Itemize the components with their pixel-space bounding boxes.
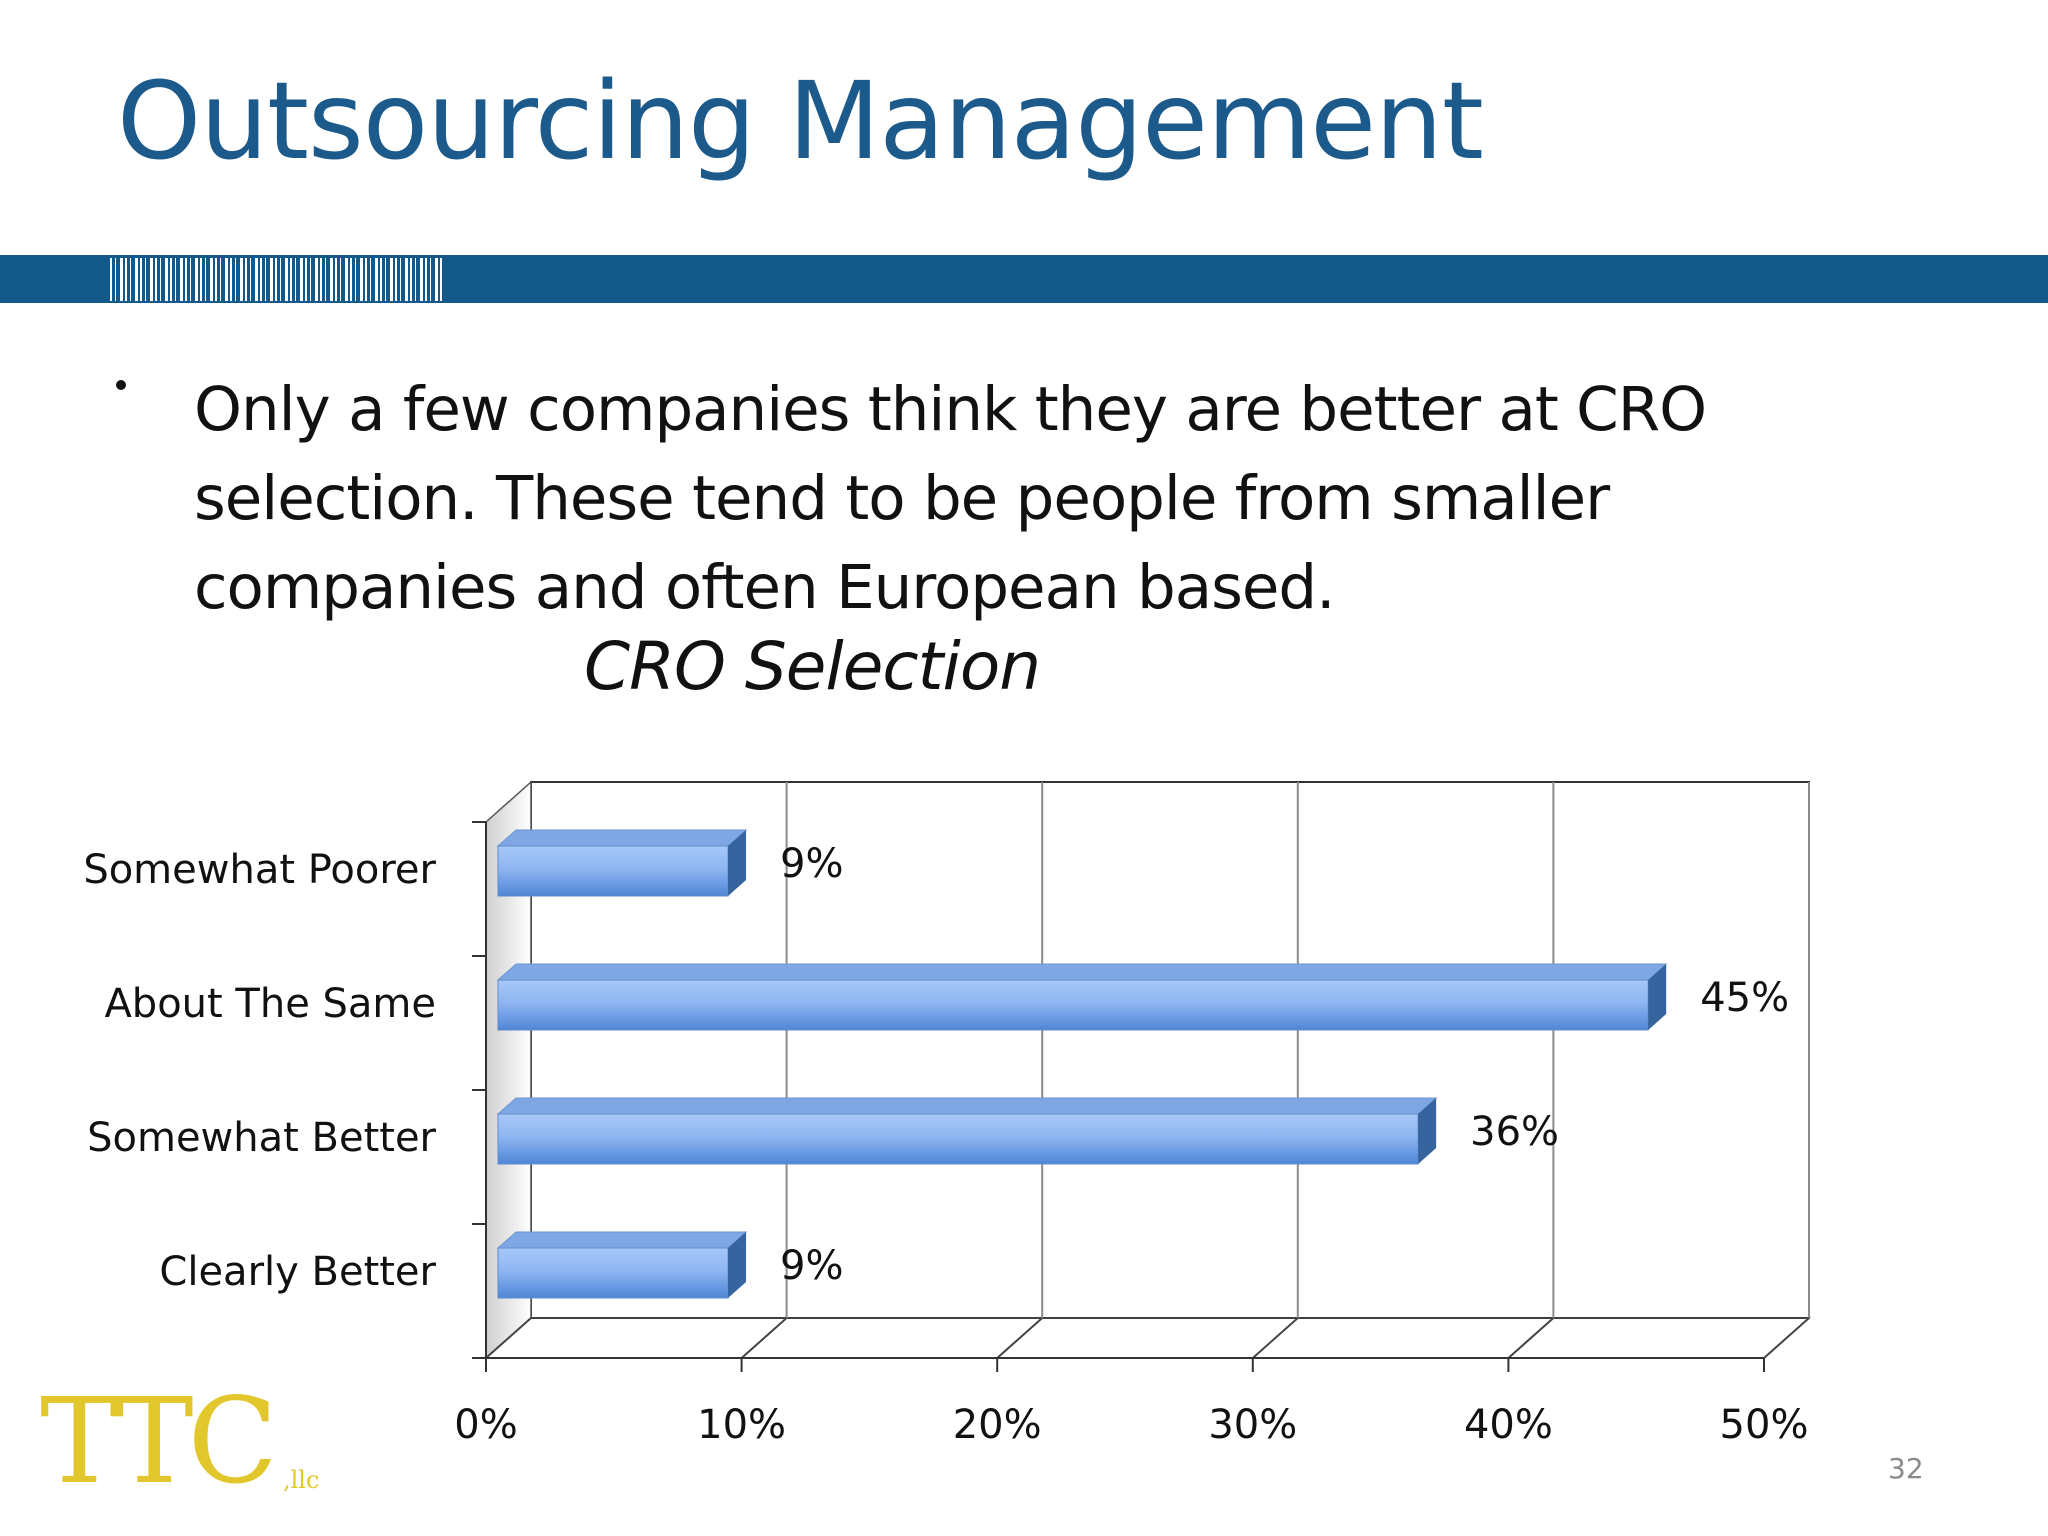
bar-end xyxy=(1418,1098,1437,1164)
bullet-line-3: companies and often European based. xyxy=(194,552,1336,623)
bar-top xyxy=(496,1231,748,1249)
ttc-logo: TTC xyxy=(40,1372,278,1510)
x-tick-label: 0% xyxy=(454,1402,517,1448)
floor-gridline xyxy=(1252,1317,1299,1359)
floor-gridline xyxy=(996,1317,1043,1359)
bar-chart: 0% 10% 20% 30% 40% 50% Somewhat Poorer 9% About … xyxy=(83,780,1811,1448)
bar-end xyxy=(728,830,747,896)
chart-area: 0% 10% 20% 30% 40% 50% Somewhat Poorer 9% About … xyxy=(0,760,2048,1500)
x-tick-label: 20% xyxy=(953,1402,1042,1448)
ttc-logo-suffix: ,llc xyxy=(283,1466,320,1494)
bar xyxy=(497,1113,1419,1165)
y-category-label: Somewhat Better xyxy=(87,1115,436,1161)
bar-top xyxy=(496,829,748,847)
floor-gridline xyxy=(1763,1317,1810,1359)
bar-top xyxy=(496,963,1668,981)
chart-title: CRO Selection xyxy=(584,628,1041,705)
bar xyxy=(497,845,729,897)
bar-end xyxy=(728,1232,747,1298)
page-number: 32 xyxy=(1888,1452,1924,1485)
chart-floor xyxy=(484,1317,1811,1359)
data-label: 9% xyxy=(780,841,843,887)
floor-gridline xyxy=(740,1317,788,1359)
x-tick-label: 30% xyxy=(1208,1402,1297,1448)
data-label: 45% xyxy=(1700,975,1789,1021)
y-category-label: Clearly Better xyxy=(159,1249,436,1295)
y-category-label: Somewhat Poorer xyxy=(83,847,436,893)
slide-title: Outsourcing Management xyxy=(117,60,1484,184)
bar-top xyxy=(496,1097,1438,1115)
x-tick-label: 40% xyxy=(1464,1402,1553,1448)
data-label: 9% xyxy=(780,1243,843,1289)
floor-gridline xyxy=(1507,1317,1555,1359)
bullet-line-1: Only a few companies think they are bett… xyxy=(194,374,1707,445)
floor-gridline xyxy=(485,1317,532,1359)
x-tick-label: 10% xyxy=(697,1402,786,1448)
barcode-pattern xyxy=(110,258,445,301)
bar xyxy=(497,979,1649,1031)
x-tick-label: 50% xyxy=(1720,1402,1809,1448)
bullet-icon xyxy=(116,380,126,390)
bullet-line-2: selection. These tend to be people from … xyxy=(194,463,1610,534)
bullet-text: Only a few companies think they are bett… xyxy=(194,365,1794,632)
bar-end xyxy=(1648,964,1667,1030)
data-label: 36% xyxy=(1470,1109,1559,1155)
bar xyxy=(497,1247,729,1299)
y-category-label: About The Same xyxy=(104,981,436,1027)
